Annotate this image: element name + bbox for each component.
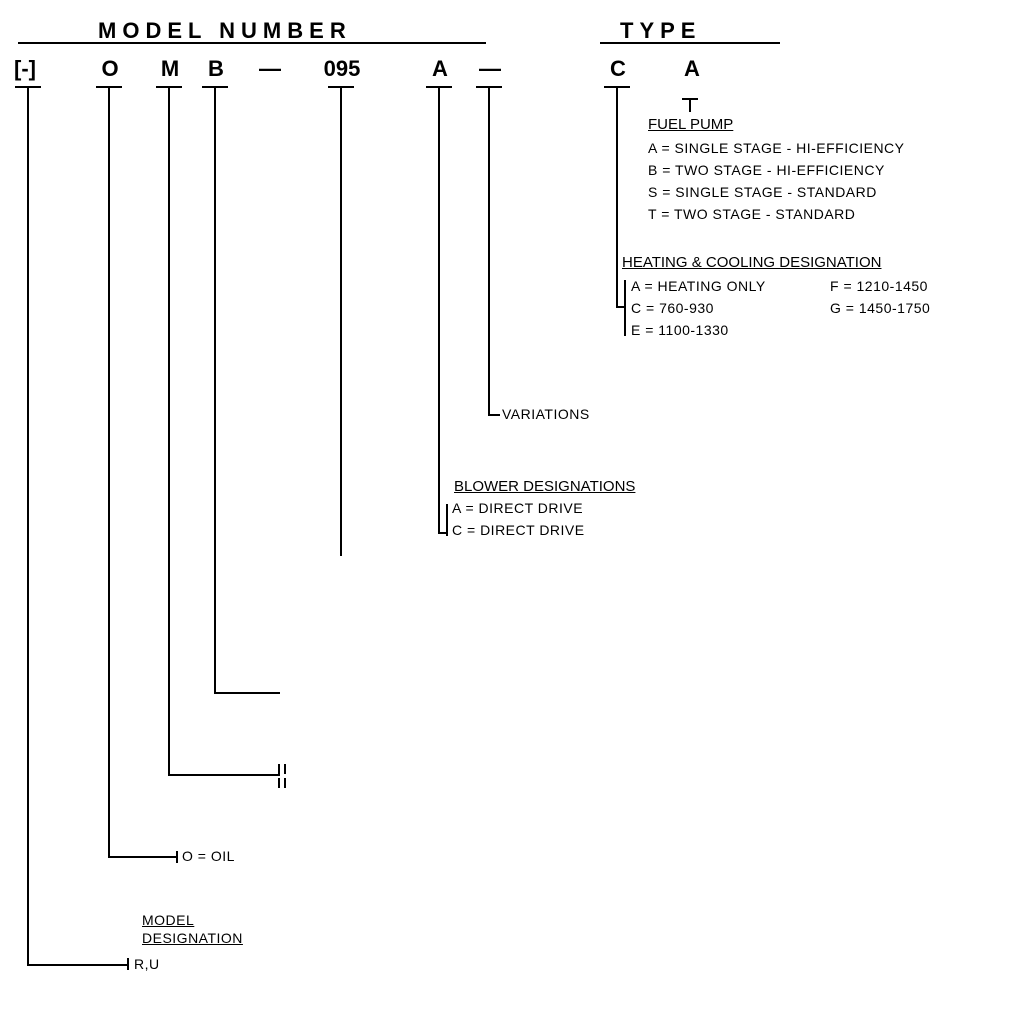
- heading-fuel-pump: FUEL PUMP: [648, 116, 733, 133]
- tick-M-bot2: [284, 778, 286, 788]
- code-dash1: —: [250, 56, 290, 82]
- o-def: O = OIL: [182, 848, 235, 864]
- hc-c: C = 760-930: [631, 300, 714, 316]
- vbracket-heating: [624, 280, 626, 336]
- hconn-variations: [488, 414, 500, 416]
- fuelpump-a: A = SINGLE STAGE - HI-EFFICIENCY: [648, 140, 905, 156]
- tick-bracket: [127, 958, 129, 970]
- blower-a: A = DIRECT DRIVE: [452, 500, 583, 516]
- code-095: 095: [312, 56, 372, 82]
- code-A: A: [420, 56, 460, 82]
- hconn-bracket: [27, 964, 129, 966]
- code-A2: A: [672, 56, 712, 82]
- tick-M-top2: [284, 764, 286, 774]
- variations-label: VARIATIONS: [502, 406, 590, 422]
- code-dash2: —: [470, 56, 510, 82]
- vline-A-blower: [438, 86, 440, 534]
- hconn-O: [108, 856, 178, 858]
- blower-c: C = DIRECT DRIVE: [452, 522, 585, 538]
- header-type: TYPE: [620, 18, 701, 44]
- vline-A-fuel: [689, 98, 691, 112]
- vline-bracket: [27, 86, 29, 966]
- tick-M-top1: [278, 764, 280, 774]
- vbracket-blower: [446, 504, 448, 536]
- code-O: O: [90, 56, 130, 82]
- hconn-B: [214, 692, 280, 694]
- vline-dash2: [488, 86, 490, 416]
- vline-C: [616, 86, 618, 308]
- model-desig-line1: MODEL: [142, 912, 194, 928]
- code-C: C: [598, 56, 638, 82]
- tick-O: [176, 851, 178, 863]
- vline-O: [108, 86, 110, 858]
- underline-type: [600, 42, 780, 44]
- fuelpump-t: T = TWO STAGE - STANDARD: [648, 206, 855, 222]
- heading-heating-cooling: HEATING & COOLING DESIGNATION: [622, 254, 881, 271]
- underline-model-number: [18, 42, 486, 44]
- header-model-number: MODEL NUMBER: [98, 18, 352, 44]
- model-desig-line2: DESIGNATION: [142, 930, 243, 946]
- code-B: B: [196, 56, 236, 82]
- vline-095: [340, 86, 342, 556]
- hc-f: F = 1210-1450: [830, 278, 928, 294]
- hconn-M: [168, 774, 280, 776]
- hc-a: A = HEATING ONLY: [631, 278, 766, 294]
- hc-e: E = 1100-1330: [631, 322, 729, 338]
- tick-M-bot1: [278, 778, 280, 788]
- heading-blower: BLOWER DESIGNATIONS: [454, 478, 635, 495]
- vline-M: [168, 86, 170, 776]
- code-M: M: [150, 56, 190, 82]
- fuelpump-s: S = SINGLE STAGE - STANDARD: [648, 184, 877, 200]
- hc-g: G = 1450-1750: [830, 300, 930, 316]
- code-bracket: [-]: [14, 56, 60, 82]
- model-desig-value: R,U: [134, 956, 160, 972]
- fuelpump-b: B = TWO STAGE - HI-EFFICIENCY: [648, 162, 885, 178]
- vline-B: [214, 86, 216, 694]
